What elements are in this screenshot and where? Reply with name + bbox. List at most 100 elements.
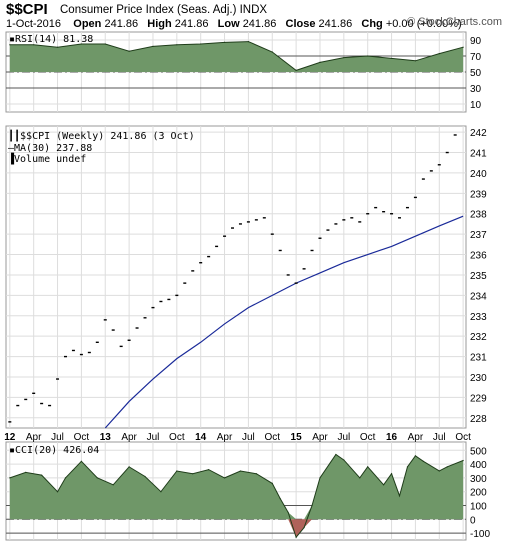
cci-point [406, 466, 409, 468]
rsi-tick-label: 50 [470, 68, 482, 79]
price-label-volume: ▐Volume undef [8, 152, 86, 165]
rsi-point [200, 43, 202, 45]
price-tick-label: 240 [470, 169, 487, 180]
open-label: Open [73, 18, 102, 30]
rsi-area [9, 41, 464, 72]
cci-point [414, 455, 417, 457]
cci-point [438, 470, 440, 472]
x-axis-label: 12 [4, 432, 16, 443]
chg-label: Chg [361, 18, 383, 30]
price-tick-label: 242 [470, 128, 487, 139]
price-tick-label: 234 [470, 291, 487, 302]
quote-line: 1-Oct-2016 Open 241.86 High 241.86 Low 2… [6, 18, 462, 30]
cci-tick-label: -100 [470, 529, 490, 540]
rsi-tick-label: 90 [470, 36, 482, 47]
cci-point [390, 473, 393, 475]
cci-point [96, 477, 98, 479]
price-tick-label: 233 [470, 312, 487, 323]
cci-point [112, 484, 114, 486]
x-axis-label: Oct [455, 432, 471, 443]
symbol-title: $$CPI [6, 1, 48, 18]
rsi-point [223, 41, 226, 44]
close-label: Close [285, 18, 316, 30]
high-label: High [147, 18, 172, 30]
rsi-point [367, 55, 369, 57]
instrument-name: Consumer Price Index (Seas. Adj.) INDX [60, 4, 268, 16]
price-tick-label: 229 [470, 393, 487, 404]
rsi-point [128, 50, 130, 52]
cci-area-positive [9, 454, 464, 520]
cci-tick-label: 100 [470, 501, 487, 512]
x-axis-label: Apr [26, 432, 42, 443]
chg-value: +0.00 (+0.00%) [385, 18, 462, 30]
high-value: 241.86 [174, 18, 209, 30]
open-value: 241.86 [104, 18, 139, 30]
x-axis-label: Apr [408, 432, 424, 443]
rsi-point [414, 60, 417, 62]
cci-point [208, 469, 210, 471]
cci-point [25, 471, 27, 473]
rsi-label: ▪RSI(14) 81.38 [9, 34, 93, 45]
rsi-point [247, 41, 250, 43]
rsi-point [295, 69, 297, 71]
x-axis-label: Apr [121, 432, 137, 443]
cci-point [176, 470, 178, 472]
close-value: 241.86 [318, 18, 353, 30]
x-axis-label: 14 [195, 432, 207, 443]
x-axis-label: Oct [74, 432, 90, 443]
cci-point [271, 482, 273, 485]
cci-point [343, 459, 345, 461]
price-tick-label: 232 [470, 332, 487, 343]
x-axis-label: Apr [312, 432, 328, 443]
price-tick-label: 231 [470, 353, 487, 364]
cci-point [255, 473, 257, 475]
x-axis-label: Oct [360, 432, 376, 443]
rsi-point [33, 44, 35, 46]
cci-point [311, 504, 313, 507]
cci-point [9, 477, 11, 479]
cci-tick-label: 500 [470, 446, 487, 457]
cci-point [56, 491, 59, 493]
cci-point [359, 477, 361, 479]
cci-tick-label: 300 [470, 474, 487, 485]
quote-date: 1-Oct-2016 [6, 18, 62, 30]
x-axis-label: Oct [264, 432, 280, 443]
x-axis-label: 13 [100, 432, 112, 443]
cci-point [80, 460, 82, 462]
cci-point [287, 511, 289, 513]
cci-point [41, 474, 43, 476]
rsi-tick-label: 30 [470, 84, 482, 95]
rsi-tick-label: 70 [470, 52, 482, 63]
x-axis-label: Jul [242, 432, 255, 443]
cci-point [383, 484, 385, 486]
rsi-tick-label: 10 [470, 100, 482, 111]
rsi-point [271, 51, 273, 53]
low-label: Low [217, 18, 240, 30]
price-tick-label: 230 [470, 373, 487, 384]
price-tick-label: 236 [470, 251, 487, 262]
x-axis-label: Jul [147, 432, 160, 443]
x-axis-label: Apr [217, 432, 233, 443]
x-axis-label: Oct [169, 432, 185, 443]
x-axis-label: 15 [291, 432, 303, 443]
price-label-main: ┃┃$$CPI (Weekly) 241.86 (3 Oct) [8, 129, 195, 142]
price-tick-label: 241 [470, 149, 487, 160]
stockcharts-watermark: © StockCharts.com [407, 16, 502, 28]
cci-point [144, 475, 146, 478]
cci-point [446, 466, 448, 468]
cci-point [462, 459, 464, 462]
rsi-point [319, 61, 321, 64]
cci-point [295, 536, 297, 538]
rsi-point [390, 57, 393, 60]
low-value: 241.86 [242, 18, 277, 30]
rsi-point [104, 43, 106, 45]
price-label-ma: —MA(30) 237.88 [8, 143, 92, 154]
rsi-line [9, 41, 464, 71]
cci-point [223, 477, 226, 479]
rsi-point [152, 45, 154, 48]
cci-point [303, 526, 305, 529]
rsi-point [56, 46, 59, 48]
cci-point [319, 477, 321, 479]
cci-point [398, 495, 401, 497]
